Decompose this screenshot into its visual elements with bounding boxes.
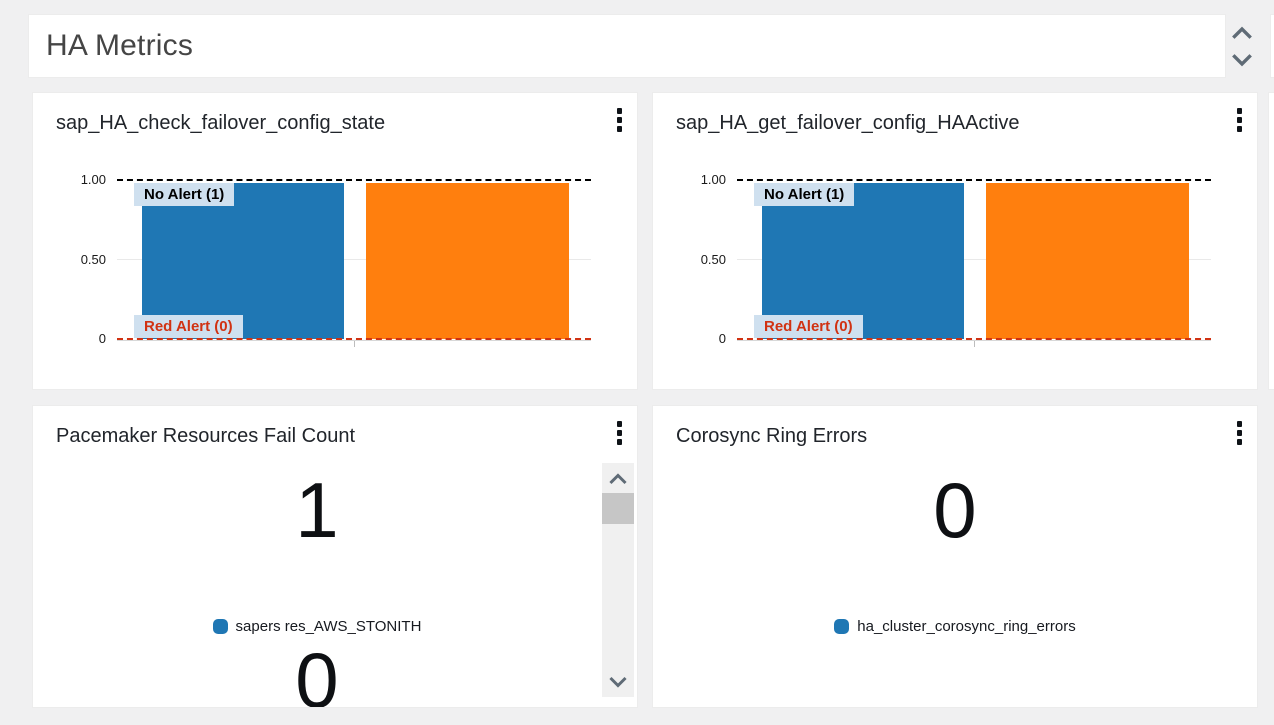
widget-title: sap_HA_get_failover_config_HAActive xyxy=(676,112,1020,134)
scroll-down-button[interactable] xyxy=(1230,48,1254,72)
annotation-line-red-alert xyxy=(117,338,591,340)
legend-marker-icon xyxy=(834,618,850,634)
legend-row: sapers res_AWS_STONITH xyxy=(33,615,601,637)
y-axis-tick-label: 0 xyxy=(718,331,726,346)
widget-corosync-ring-errors: Corosync Ring Errors 0 ha_cluster_corosy… xyxy=(652,405,1258,708)
chevron-down-icon xyxy=(1232,53,1252,66)
bar-orange xyxy=(986,183,1189,339)
y-axis-tick-label: 1.00 xyxy=(80,172,106,187)
annotation-label-no-alert: No Alert (1) xyxy=(754,183,855,206)
y-axis-tick-label: 0.50 xyxy=(700,252,726,267)
dashboard-header-card: HA Metrics xyxy=(28,14,1226,78)
x-axis-line xyxy=(737,340,1211,341)
widget-pacemaker-fail-count: Pacemaker Resources Fail Count 1 sapers … xyxy=(32,405,638,708)
legend-marker-icon xyxy=(212,618,228,634)
number-widget-content: 0 ha_cluster_corosync_ring_errors xyxy=(653,456,1257,637)
legend-row: ha_cluster_corosync_ring_errors xyxy=(653,615,1257,637)
annotation-line-no-alert xyxy=(737,179,1211,181)
metric-value-primary: 1 xyxy=(295,466,339,554)
scroll-up-button[interactable] xyxy=(1230,20,1254,44)
annotation-line-red-alert xyxy=(737,338,1211,340)
legend-label: sapers res_AWS_STONITH xyxy=(235,617,422,635)
bar-blue xyxy=(762,183,964,339)
plot-area: No Alert (1) Red Alert (0) xyxy=(117,179,591,347)
scrollbar-thumb[interactable] xyxy=(602,493,634,524)
scrollbar-down-button[interactable] xyxy=(602,669,634,695)
bar-orange xyxy=(366,183,569,339)
widget-title: Pacemaker Resources Fail Count xyxy=(56,425,356,447)
partial-widget-edge-row1 xyxy=(1268,92,1274,390)
chevron-up-icon xyxy=(609,472,627,484)
kebab-menu-icon[interactable] xyxy=(1223,103,1255,137)
legend-label: ha_cluster_corosync_ring_errors xyxy=(857,617,1076,635)
y-axis-tick-label: 0 xyxy=(98,331,106,346)
y-axis-tick-label: 1.00 xyxy=(700,172,726,187)
metric-value: 0 xyxy=(933,466,977,554)
widget-scrollbar[interactable] xyxy=(602,463,634,697)
annotation-label-no-alert: No Alert (1) xyxy=(134,183,235,206)
page-title: HA Metrics xyxy=(46,29,194,62)
kebab-menu-icon[interactable] xyxy=(1223,416,1255,450)
plot-area: No Alert (1) Red Alert (0) xyxy=(737,179,1211,347)
x-axis-tick xyxy=(974,341,975,347)
gridline-050 xyxy=(117,259,591,260)
kebab-menu-icon[interactable] xyxy=(603,416,635,450)
gridline-050 xyxy=(737,259,1211,260)
widget-chart-failover-config-haactive: sap_HA_get_failover_config_HAActive 1.00… xyxy=(652,92,1258,390)
number-widget-content: 1 sapers res_AWS_STONITH 0 xyxy=(33,456,601,708)
annotation-line-no-alert xyxy=(117,179,591,181)
annotation-label-red-alert: Red Alert (0) xyxy=(134,315,243,338)
annotation-label-red-alert: Red Alert (0) xyxy=(754,315,863,338)
bar-blue xyxy=(142,183,344,339)
y-axis-tick-label: 0.50 xyxy=(80,252,106,267)
widget-title: sap_HA_check_failover_config_state xyxy=(56,112,386,134)
partial-widget-edge-header xyxy=(1270,14,1274,78)
x-axis-tick xyxy=(354,341,355,347)
chevron-up-icon xyxy=(1232,26,1252,39)
widget-chart-failover-config-state: sap_HA_check_failover_config_state 1.00 … xyxy=(32,92,638,390)
widget-title: Corosync Ring Errors xyxy=(676,425,868,447)
metric-value-secondary: 0 xyxy=(295,636,339,708)
kebab-menu-icon[interactable] xyxy=(603,103,635,137)
chevron-down-icon xyxy=(609,676,627,688)
x-axis-line xyxy=(117,340,591,341)
scrollbar-up-button[interactable] xyxy=(602,465,634,491)
